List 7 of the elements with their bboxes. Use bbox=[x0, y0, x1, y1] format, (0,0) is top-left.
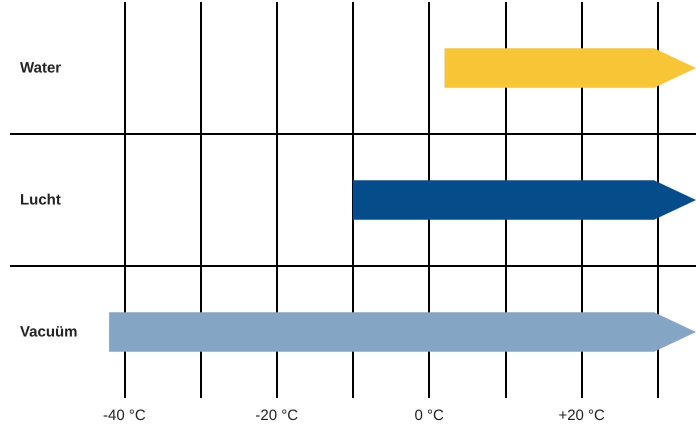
y-tick-label: Lucht bbox=[20, 192, 61, 208]
x-tick-label: -20 °C bbox=[255, 407, 298, 424]
y-tick-label: Water bbox=[20, 60, 62, 76]
x-tick-label: +20 °C bbox=[558, 407, 606, 424]
y-tick-label: Vacuüm bbox=[20, 324, 78, 340]
x-tick-label: -40 °C bbox=[102, 407, 146, 424]
x-tick-label: 0 °C bbox=[414, 407, 444, 424]
